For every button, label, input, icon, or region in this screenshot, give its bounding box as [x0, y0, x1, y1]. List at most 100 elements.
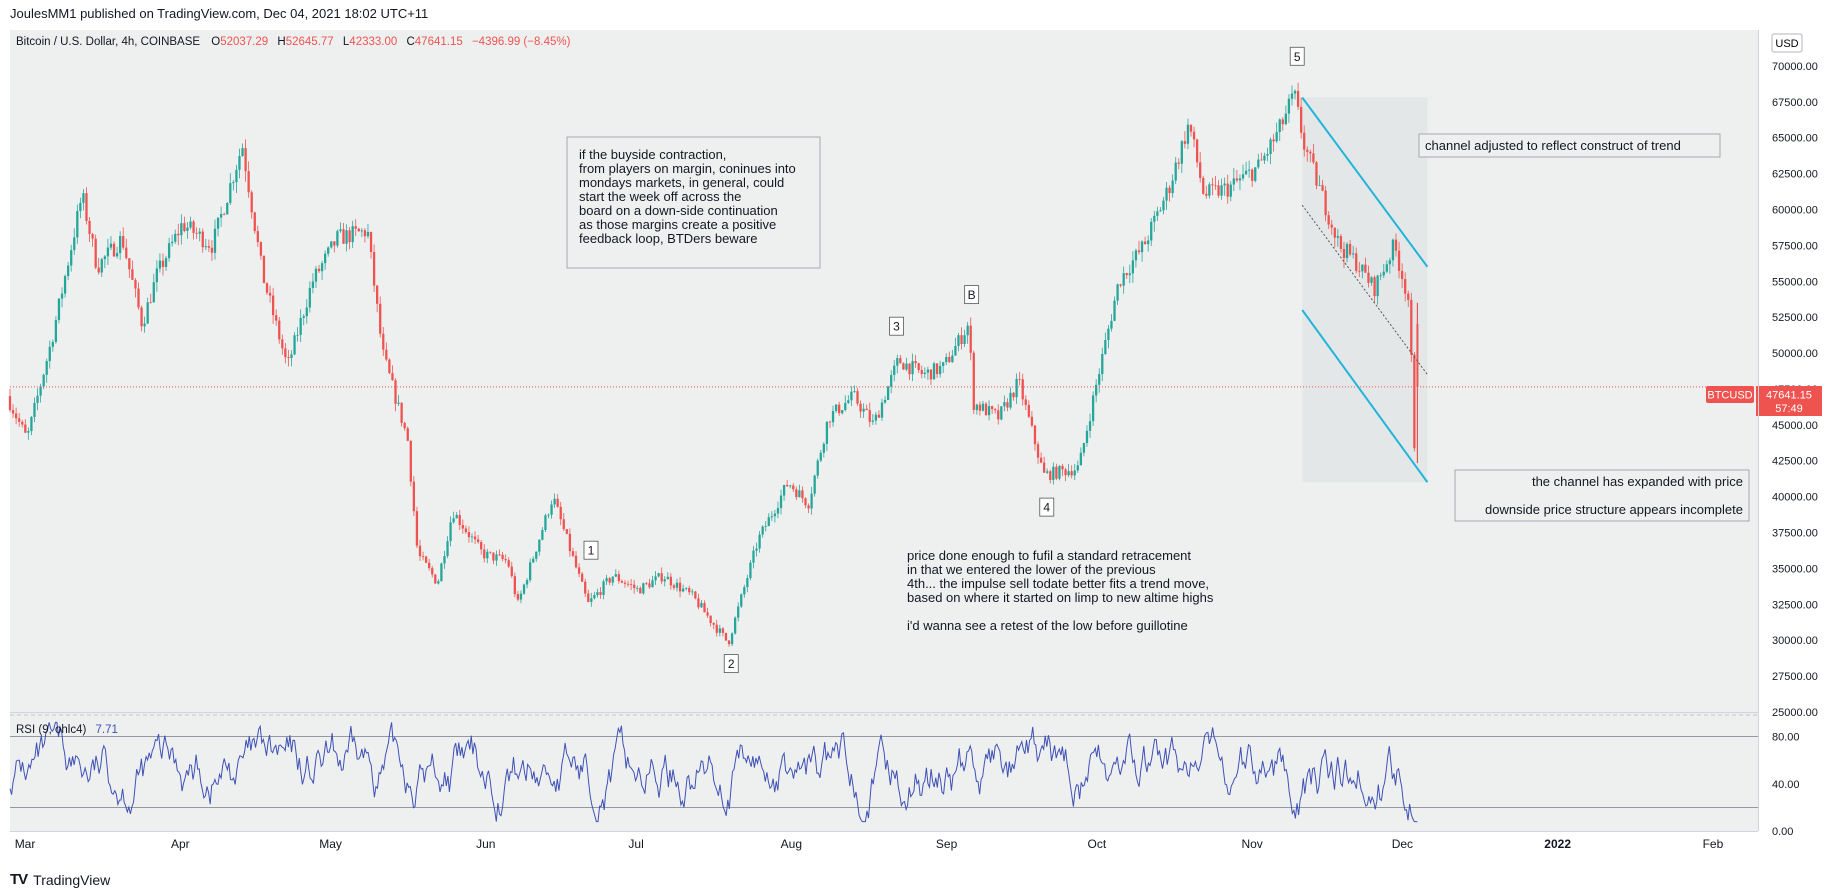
candle-body — [351, 226, 354, 243]
candle-body — [501, 554, 504, 560]
channel-lower-line[interactable] — [1301, 309, 1429, 483]
candle-body — [296, 334, 299, 336]
candle-body — [868, 410, 871, 422]
candle-body — [232, 182, 235, 184]
wave-label: 2 — [723, 654, 739, 674]
candle-body — [629, 584, 633, 585]
candle-body — [131, 269, 134, 280]
candle-body — [865, 408, 868, 411]
candle-body — [1324, 190, 1327, 216]
candle-body — [476, 539, 480, 542]
wave-label-text: 5 — [1294, 50, 1301, 64]
candles — [8, 82, 1419, 647]
price-tick-label: 35000.00 — [1772, 563, 1818, 575]
candle-body — [455, 514, 458, 519]
candle-body — [1211, 184, 1214, 186]
candle-body — [290, 354, 293, 358]
candle-body — [1125, 273, 1128, 276]
candle-body — [1244, 170, 1248, 175]
price-axis[interactable]: 70000.00 67500.00 65000.00 62500.00 60000.00… — [1772, 61, 1818, 719]
candle-body — [994, 409, 997, 411]
candle-body — [195, 232, 198, 234]
candle-body — [1067, 471, 1070, 476]
candle-body — [620, 581, 624, 583]
candle-body — [167, 243, 171, 259]
wave-label-text: 3 — [893, 320, 900, 334]
rsi-value: 7.71 — [96, 724, 118, 736]
candle-body — [721, 628, 725, 633]
candle-body — [556, 498, 559, 507]
candle-body — [504, 559, 507, 561]
legend-c-label: C — [406, 36, 414, 48]
candle-body — [452, 518, 455, 523]
annotation-line: start the week off across the — [579, 189, 741, 204]
channel-mid-line[interactable] — [1301, 204, 1428, 375]
candle-body — [1416, 323, 1419, 387]
candle-body — [48, 346, 51, 362]
candle-body — [403, 422, 406, 429]
candle-body — [216, 217, 220, 229]
candle-body — [109, 243, 113, 248]
candle-body — [715, 624, 718, 633]
candle-body — [718, 628, 721, 633]
candle-body — [938, 365, 942, 375]
candle-body — [969, 325, 972, 353]
candle-body — [1309, 151, 1312, 154]
annotation-note: price done enough to fufil a standard re… — [907, 548, 1214, 633]
candle-body — [1214, 185, 1217, 187]
candle-body — [1208, 184, 1211, 196]
wave-label: 4 — [1039, 497, 1055, 517]
price-tick-label: 45000.00 — [1772, 420, 1818, 432]
legend-open: 52037.29 — [220, 36, 268, 48]
candle-body — [874, 414, 878, 421]
currency-label[interactable]: USD — [1771, 33, 1803, 53]
candle-body — [36, 395, 39, 403]
candle-body — [128, 258, 131, 270]
candle-body — [103, 256, 106, 260]
candle-body — [932, 363, 936, 380]
candle-body — [125, 247, 128, 259]
candle-body — [219, 213, 223, 218]
price-pane[interactable] — [10, 30, 1758, 712]
candle-body — [97, 267, 100, 273]
candle-body — [785, 484, 789, 487]
time-axis[interactable]: Mar Apr May Jun Jul Aug Sep Oct Nov Dec 2022 Feb — [15, 837, 1724, 851]
candle-body — [528, 562, 532, 581]
candle-body — [155, 268, 159, 283]
candle-body — [1180, 141, 1183, 164]
candle-body — [418, 545, 422, 557]
candle-body — [1413, 354, 1416, 449]
candle-body — [611, 576, 614, 583]
rsi-pane[interactable] — [10, 713, 1758, 831]
time-tick-label: Oct — [1088, 837, 1107, 851]
candle-body — [577, 567, 581, 574]
candle-body — [24, 424, 27, 433]
wave-label-box — [1289, 46, 1305, 66]
candle-body — [1101, 354, 1104, 375]
candle-body — [987, 406, 991, 416]
candle-body — [8, 396, 12, 411]
candle-body — [1388, 260, 1392, 265]
candle-body — [1134, 250, 1138, 261]
candle-body — [88, 220, 91, 234]
wave-labels: 1 2 3 B 4 5 — [583, 46, 1305, 674]
price-tick-label: 70000.00 — [1772, 61, 1818, 73]
candle-body — [394, 380, 397, 404]
price-tag-countdown: 57:49 — [1775, 403, 1803, 415]
candle-body — [1021, 379, 1024, 400]
candle-body — [1269, 139, 1272, 155]
candle-body — [486, 551, 489, 559]
candle-body — [134, 279, 137, 289]
wave-label-box — [1039, 497, 1055, 517]
candle-body — [519, 593, 523, 600]
candle-body — [798, 490, 801, 498]
candle-body — [495, 554, 498, 561]
channel-upper-line[interactable] — [1301, 96, 1429, 268]
time-tick-label: Mar — [15, 837, 36, 851]
candle-body — [470, 536, 474, 538]
candle-body — [1391, 239, 1395, 261]
candle-body — [94, 238, 97, 268]
rsi-tick-label: 80.00 — [1772, 732, 1800, 744]
candle-body — [489, 551, 492, 553]
